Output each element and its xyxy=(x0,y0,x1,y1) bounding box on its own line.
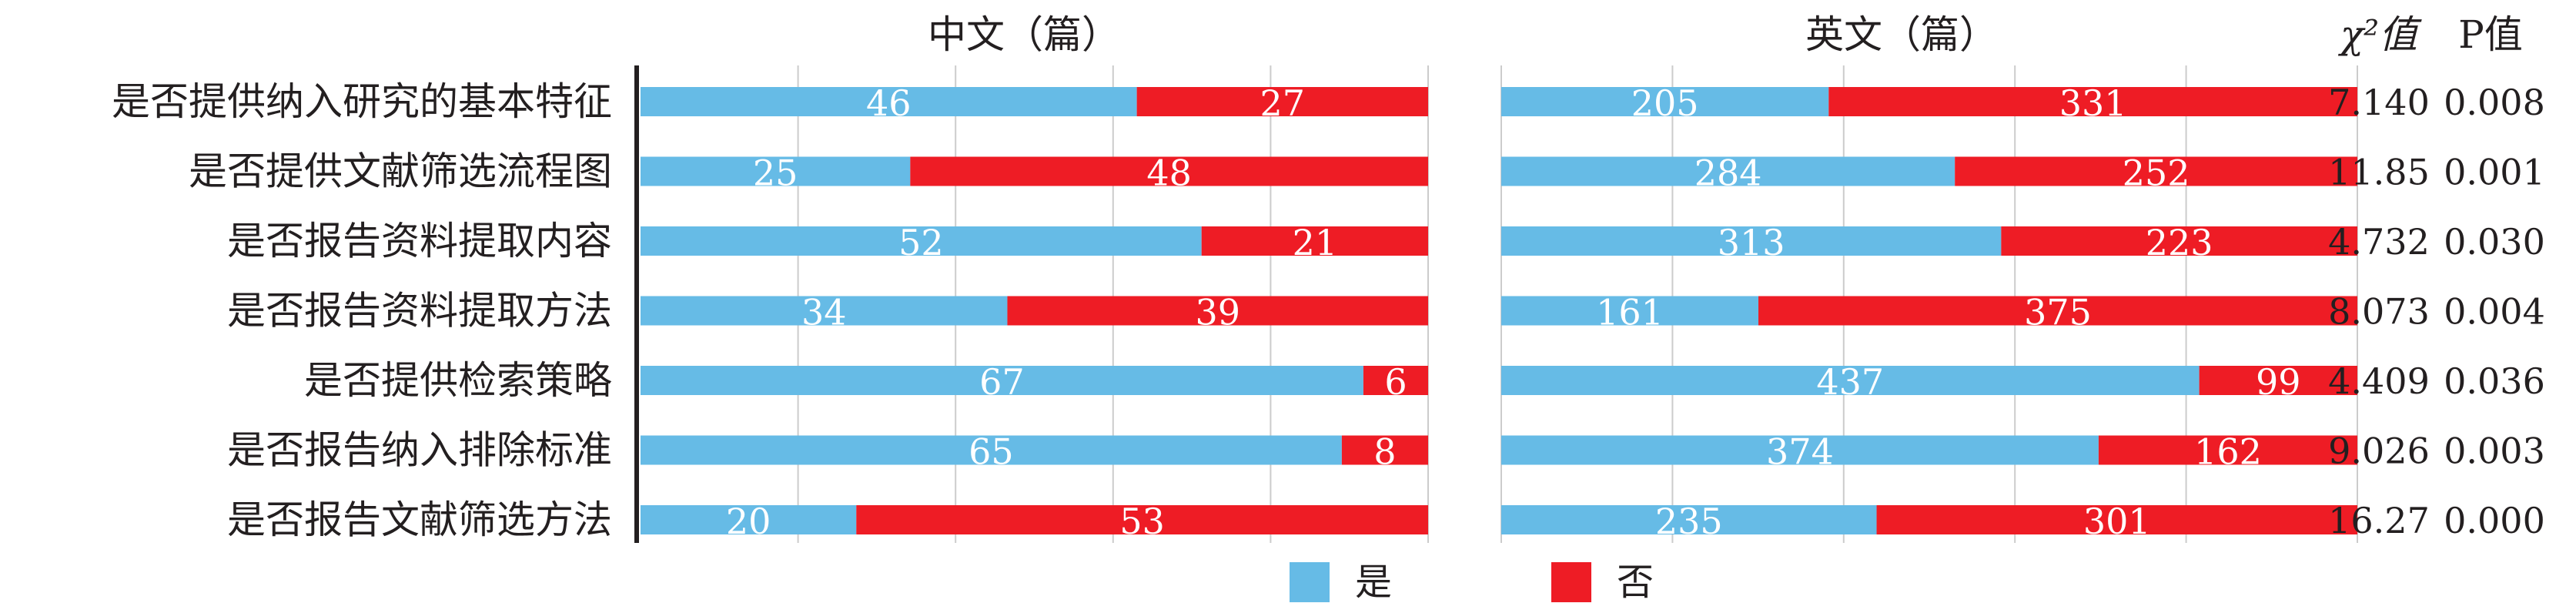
bar-yes xyxy=(1501,87,1829,116)
bar-no xyxy=(1828,87,2357,116)
p-value: 0.001 xyxy=(2444,152,2545,193)
data-label-no: 331 xyxy=(2059,82,2127,124)
data-label-no: 27 xyxy=(1260,82,1306,124)
p-value: 0.030 xyxy=(2444,221,2545,263)
chi-square-value: 9.026 xyxy=(2328,430,2430,472)
bar-no xyxy=(1341,435,1428,465)
data-label-yes: 374 xyxy=(1766,431,1834,473)
data-label-yes: 34 xyxy=(801,292,847,333)
chi-square-value: 7.140 xyxy=(2328,82,2430,123)
bars: 46 27 25 48 52 21 34 39 67 6 65 8 20 53 205 331 284 252 31… xyxy=(641,82,2357,542)
bar-no xyxy=(1876,505,2357,534)
legend: 是 否 xyxy=(1290,561,1654,603)
data-label-yes: 25 xyxy=(753,152,798,194)
category-label: 是否报告资料提取内容 xyxy=(227,219,612,263)
data-label-yes: 313 xyxy=(1718,222,1785,263)
data-label-yes: 20 xyxy=(726,501,771,542)
chi-square-header: χ²值 xyxy=(2338,12,2422,57)
data-label-yes: 437 xyxy=(1816,361,1884,403)
bar-yes xyxy=(1501,156,1955,186)
chi-square-value: 8.073 xyxy=(2328,291,2430,333)
data-label-yes: 161 xyxy=(1596,292,1664,333)
data-label-no: 21 xyxy=(1293,222,1338,263)
data-label-no: 162 xyxy=(2194,431,2262,473)
data-label-no: 223 xyxy=(2146,222,2213,263)
bar-yes xyxy=(641,366,1363,395)
p-value-header: P值 xyxy=(2458,12,2523,57)
bar-yes xyxy=(1501,366,2200,395)
legend-swatch-no xyxy=(1551,562,1591,602)
category-label: 是否报告纳入排除标准 xyxy=(227,428,612,473)
data-label-no: 301 xyxy=(2083,501,2151,542)
p-value: 0.008 xyxy=(2444,82,2545,123)
panel-title-english: 英文（篇） xyxy=(1805,12,1998,57)
bar-yes xyxy=(1501,296,1759,326)
bar-no xyxy=(856,505,1428,534)
bar-no xyxy=(1136,87,1428,116)
bar-no xyxy=(2199,366,2357,395)
bar-no xyxy=(1363,366,1428,395)
legend-label-yes: 是 xyxy=(1355,561,1392,603)
category-label: 是否提供文献筛选流程图 xyxy=(189,149,612,194)
bar-no xyxy=(1955,156,2357,186)
data-label-no: 39 xyxy=(1195,292,1240,333)
chi-square-value: 4.409 xyxy=(2328,360,2430,402)
bar-no xyxy=(910,156,1428,186)
bar-no xyxy=(1201,226,1428,256)
data-label-no: 99 xyxy=(2256,361,2301,403)
p-value: 0.004 xyxy=(2444,291,2545,333)
p-value: 0.036 xyxy=(2444,360,2545,402)
statistics-table: 7.140 11.85 4.732 8.073 4.409 9.026 16.27 0.008… xyxy=(2328,82,2545,541)
bar-yes xyxy=(641,156,911,186)
data-label-no: 375 xyxy=(2024,292,2092,333)
legend-label-no: 否 xyxy=(1617,561,1654,603)
bar-no xyxy=(2001,226,2357,256)
data-label-yes: 67 xyxy=(979,361,1025,403)
bar-no xyxy=(1007,296,1428,326)
bar-yes xyxy=(641,435,1342,465)
data-label-yes: 205 xyxy=(1631,82,1699,124)
category-labels: 是否提供纳入研究的基本特征是否提供文献筛选流程图是否报告资料提取内容是否报告资料… xyxy=(112,79,612,542)
chi-square-value: 11.85 xyxy=(2328,152,2430,193)
bar-yes xyxy=(1501,435,2099,465)
bar-yes xyxy=(641,296,1008,326)
p-value: 0.000 xyxy=(2444,500,2545,541)
legend-swatch-yes xyxy=(1290,562,1330,602)
data-label-no: 252 xyxy=(2123,152,2190,194)
data-label-yes: 235 xyxy=(1655,501,1723,542)
bar-no xyxy=(1758,296,2357,326)
data-label-no: 8 xyxy=(1373,431,1396,473)
category-label: 是否提供纳入研究的基本特征 xyxy=(112,79,612,124)
panel-title-chinese: 中文（篇） xyxy=(928,12,1120,57)
category-label: 是否报告文献筛选方法 xyxy=(227,497,612,542)
bar-yes xyxy=(641,226,1202,256)
data-label-no: 53 xyxy=(1119,501,1165,542)
bar-yes xyxy=(641,87,1137,116)
bar-no xyxy=(2098,435,2357,465)
category-label: 是否提供检索策略 xyxy=(304,358,612,403)
category-label: 是否报告资料提取方法 xyxy=(227,289,612,333)
bar-yes xyxy=(1501,505,1877,534)
data-label-yes: 284 xyxy=(1694,152,1762,194)
data-label-yes: 65 xyxy=(969,431,1014,473)
data-label-no: 6 xyxy=(1384,361,1407,403)
data-label-no: 48 xyxy=(1146,152,1192,194)
p-value: 0.003 xyxy=(2444,430,2545,472)
chi-square-value: 16.27 xyxy=(2328,500,2430,541)
data-label-yes: 46 xyxy=(866,82,912,124)
bar-yes xyxy=(1501,226,2002,256)
chi-square-value: 4.732 xyxy=(2328,221,2430,263)
bar-yes xyxy=(641,505,857,534)
data-label-yes: 52 xyxy=(898,222,944,263)
